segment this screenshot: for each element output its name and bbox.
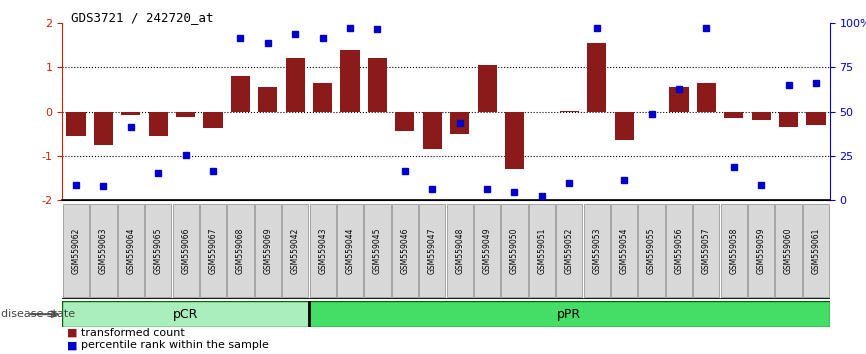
- Text: GSM559063: GSM559063: [99, 227, 108, 274]
- FancyBboxPatch shape: [584, 204, 610, 297]
- Text: GSM559067: GSM559067: [209, 227, 217, 274]
- Bar: [615, 112, 634, 140]
- Bar: [450, 112, 469, 133]
- Bar: [340, 50, 359, 112]
- Bar: [559, 110, 578, 112]
- Text: GSM559058: GSM559058: [729, 227, 738, 274]
- FancyBboxPatch shape: [419, 204, 445, 297]
- FancyBboxPatch shape: [775, 204, 802, 297]
- Text: GSM559059: GSM559059: [757, 227, 766, 274]
- FancyBboxPatch shape: [62, 301, 309, 327]
- Text: GSM559049: GSM559049: [482, 227, 492, 274]
- Bar: [67, 112, 86, 136]
- Text: GSM559056: GSM559056: [675, 227, 683, 274]
- Text: GSM559062: GSM559062: [72, 227, 81, 274]
- Bar: [697, 83, 716, 112]
- FancyBboxPatch shape: [309, 204, 336, 297]
- FancyBboxPatch shape: [474, 204, 501, 297]
- FancyBboxPatch shape: [255, 204, 281, 297]
- FancyBboxPatch shape: [391, 204, 418, 297]
- Text: GSM559052: GSM559052: [565, 227, 574, 274]
- Text: GSM559045: GSM559045: [373, 227, 382, 274]
- FancyBboxPatch shape: [693, 204, 720, 297]
- Text: ■: ■: [67, 328, 77, 338]
- Text: GSM559057: GSM559057: [701, 227, 711, 274]
- Bar: [395, 112, 415, 131]
- Bar: [752, 112, 771, 120]
- Bar: [806, 112, 825, 125]
- FancyBboxPatch shape: [803, 204, 829, 297]
- FancyBboxPatch shape: [638, 204, 665, 297]
- Bar: [642, 112, 661, 113]
- Text: percentile rank within the sample: percentile rank within the sample: [81, 341, 269, 350]
- FancyBboxPatch shape: [611, 204, 637, 297]
- Text: GSM559043: GSM559043: [318, 227, 327, 274]
- Bar: [587, 43, 606, 112]
- FancyBboxPatch shape: [447, 204, 473, 297]
- FancyBboxPatch shape: [282, 204, 308, 297]
- Text: pPR: pPR: [557, 308, 581, 321]
- Bar: [121, 112, 140, 115]
- Bar: [724, 112, 743, 118]
- Bar: [779, 112, 798, 127]
- Bar: [423, 112, 442, 149]
- Text: GSM559044: GSM559044: [346, 227, 354, 274]
- Text: GSM559066: GSM559066: [181, 227, 191, 274]
- FancyBboxPatch shape: [200, 204, 226, 297]
- Bar: [231, 76, 250, 112]
- Bar: [94, 112, 113, 145]
- FancyBboxPatch shape: [227, 204, 254, 297]
- Bar: [533, 112, 552, 113]
- Text: GSM559061: GSM559061: [811, 227, 820, 274]
- Bar: [176, 112, 195, 117]
- FancyBboxPatch shape: [556, 204, 583, 297]
- FancyBboxPatch shape: [365, 204, 391, 297]
- Bar: [669, 87, 688, 112]
- Text: GSM559053: GSM559053: [592, 227, 601, 274]
- Bar: [204, 112, 223, 128]
- Text: GSM559068: GSM559068: [236, 227, 245, 274]
- FancyBboxPatch shape: [63, 204, 89, 297]
- Text: ■: ■: [67, 341, 77, 350]
- Text: GSM559055: GSM559055: [647, 227, 656, 274]
- FancyBboxPatch shape: [666, 204, 692, 297]
- Bar: [286, 58, 305, 112]
- Text: GSM559048: GSM559048: [456, 227, 464, 274]
- FancyBboxPatch shape: [501, 204, 527, 297]
- Text: GSM559050: GSM559050: [510, 227, 519, 274]
- Text: GSM559060: GSM559060: [784, 227, 793, 274]
- Bar: [258, 87, 277, 112]
- FancyBboxPatch shape: [145, 204, 171, 297]
- FancyBboxPatch shape: [90, 204, 117, 297]
- Bar: [313, 83, 333, 112]
- Text: pCR: pCR: [173, 308, 198, 321]
- FancyBboxPatch shape: [529, 204, 555, 297]
- FancyBboxPatch shape: [309, 301, 830, 327]
- Text: GSM559054: GSM559054: [619, 227, 629, 274]
- Text: GDS3721 / 242720_at: GDS3721 / 242720_at: [71, 11, 214, 24]
- FancyBboxPatch shape: [337, 204, 363, 297]
- Bar: [149, 112, 168, 136]
- Text: GSM559064: GSM559064: [126, 227, 135, 274]
- Text: GSM559047: GSM559047: [428, 227, 436, 274]
- FancyBboxPatch shape: [118, 204, 144, 297]
- Text: GSM559051: GSM559051: [538, 227, 546, 274]
- FancyBboxPatch shape: [172, 204, 199, 297]
- Text: GSM559042: GSM559042: [291, 227, 300, 274]
- Text: transformed count: transformed count: [81, 328, 185, 338]
- FancyBboxPatch shape: [721, 204, 746, 297]
- FancyBboxPatch shape: [748, 204, 774, 297]
- Bar: [368, 58, 387, 112]
- Text: GSM559046: GSM559046: [400, 227, 410, 274]
- Text: GSM559065: GSM559065: [154, 227, 163, 274]
- Text: GSM559069: GSM559069: [263, 227, 273, 274]
- Bar: [477, 65, 497, 112]
- Text: disease state: disease state: [1, 309, 75, 319]
- Bar: [505, 112, 524, 169]
